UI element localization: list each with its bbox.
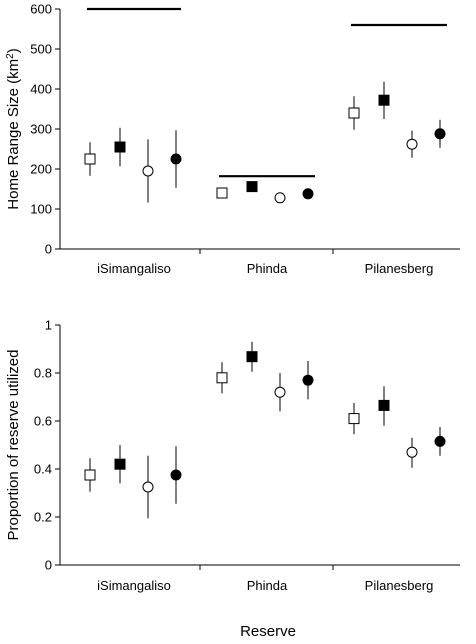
- y-axis-label-text: Home Range Size (km: [5, 59, 22, 210]
- category-label: Phinda: [247, 261, 288, 276]
- y-axis-label-superscript: 2: [5, 53, 16, 59]
- y-tick-label: 300: [30, 122, 52, 137]
- filled-square-point: [114, 141, 126, 153]
- open-square-point: [348, 107, 360, 119]
- filled-circle-point: [170, 153, 182, 165]
- filled-circle-point: [302, 188, 314, 200]
- home-range-panel: 0 100 200 300 400 500 600 iSimangaliso Phinda Pil…: [5, 2, 460, 276]
- y-axis-label-text: Proportion of reserve utilized: [5, 350, 22, 541]
- y-tick-label: 0: [45, 242, 52, 257]
- y-tick-label: 500: [30, 42, 52, 57]
- category-label: Phinda: [247, 578, 288, 593]
- filled-square-point: [246, 181, 258, 193]
- open-circle-point: [142, 481, 154, 493]
- filled-circle-point: [434, 435, 446, 447]
- y-tick-label: 1: [45, 318, 52, 333]
- y-tick-label: 100: [30, 202, 52, 217]
- open-square-point: [84, 153, 96, 165]
- open-circle-point: [406, 446, 418, 458]
- open-square-point: [216, 187, 228, 199]
- open-square-point: [216, 372, 228, 384]
- open-square-point: [348, 413, 360, 425]
- y-tick-label: 600: [30, 2, 52, 17]
- open-square-point: [84, 469, 96, 481]
- y-tick-label: 200: [30, 162, 52, 177]
- y-axis-label: Home Range Size (km2): [5, 48, 23, 209]
- category-label: Pilanesberg: [365, 261, 434, 276]
- category-label: iSimangaliso: [97, 578, 171, 593]
- filled-square-point: [378, 94, 390, 106]
- filled-square-point: [114, 458, 126, 470]
- y-tick-label: 0.6: [34, 414, 52, 429]
- proportion-panel: 0 0.2 0.4 0.6 0.8 1 iSimangaliso Phinda Pilanesb…: [5, 318, 460, 593]
- filled-square-point: [378, 399, 390, 411]
- x-axis-label: Reserve: [240, 623, 296, 640]
- y-tick-label: 400: [30, 82, 52, 97]
- filled-circle-point: [434, 128, 446, 140]
- y-tick-label: 0: [45, 558, 52, 573]
- category-label: Pilanesberg: [365, 578, 434, 593]
- y-tick-label: 0.8: [34, 366, 52, 381]
- y-axis-label-close: ): [5, 48, 22, 53]
- filled-circle-point: [170, 469, 182, 481]
- open-circle-point: [142, 165, 154, 177]
- category-label: iSimangaliso: [97, 261, 171, 276]
- open-circle-point: [274, 192, 286, 204]
- y-tick-label: 0.2: [34, 510, 52, 525]
- y-axis-label: Proportion of reserve utilized: [5, 350, 22, 541]
- filled-circle-point: [302, 374, 314, 386]
- y-tick-label: 0.4: [34, 462, 52, 477]
- open-circle-point: [406, 138, 418, 150]
- filled-square-point: [246, 351, 258, 363]
- open-circle-point: [274, 386, 286, 398]
